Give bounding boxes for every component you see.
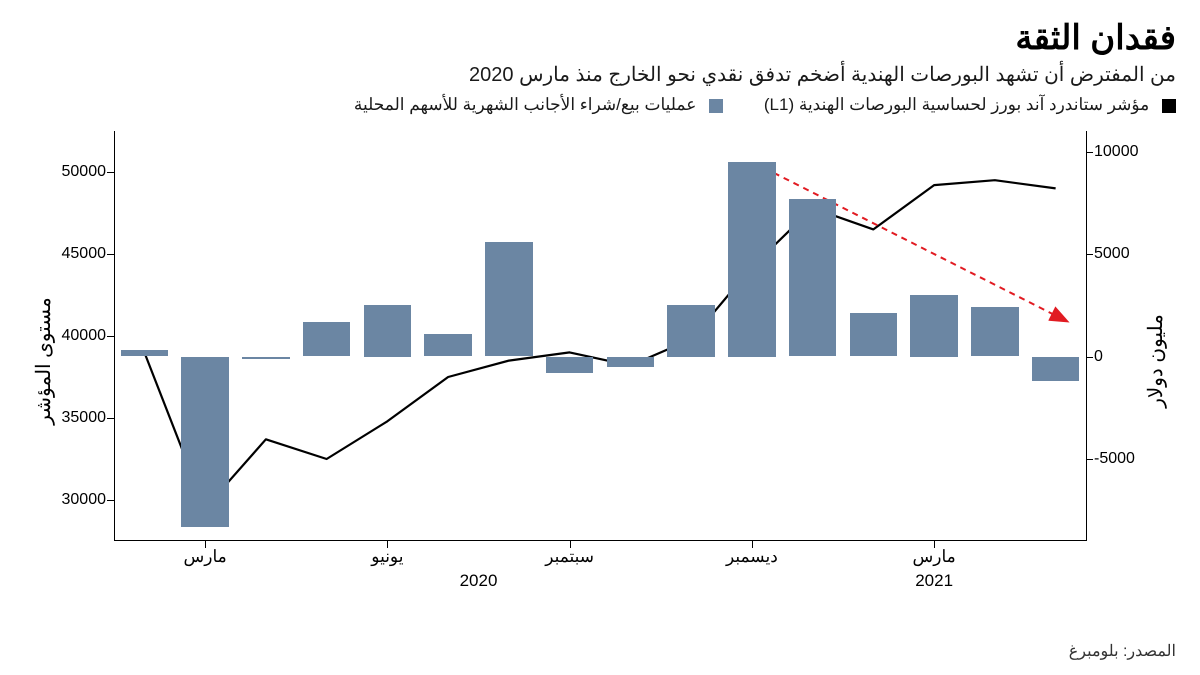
x-month-label: يونيو — [371, 547, 403, 567]
legend-line-item: مؤشر ستاندرد آند بورز لحساسية البورصات ا… — [764, 95, 1176, 115]
legend-bar-marker — [709, 99, 723, 113]
right-tick-label: 5000 — [1094, 245, 1176, 263]
bar — [364, 305, 411, 356]
chart-title: فقدان الثقة — [24, 18, 1176, 58]
right-tick-label: -5000 — [1094, 450, 1176, 468]
legend-bar-item: عمليات بيع/شراء الأجانب الشهرية للأسهم ا… — [354, 95, 723, 115]
x-year-label: 2020 — [460, 571, 498, 591]
right-tick-label: 10000 — [1094, 143, 1176, 161]
left-tick-mark — [107, 500, 114, 501]
right-tick-mark — [1086, 152, 1093, 153]
left-tick-label: 40000 — [24, 327, 106, 345]
left-tick-mark — [107, 336, 114, 337]
right-axis-line — [1086, 131, 1087, 541]
chart-legend: مؤشر ستاندرد آند بورز لحساسية البورصات ا… — [24, 95, 1176, 115]
chart-area: مستوى المؤشر مليون دولار 300003500040000… — [24, 121, 1176, 601]
right-tick-label: 0 — [1094, 348, 1176, 366]
chart-source: المصدر: بلومبرغ — [1069, 641, 1176, 661]
left-tick-label: 30000 — [24, 491, 106, 509]
bar — [607, 357, 654, 367]
legend-line-marker — [1162, 99, 1176, 113]
x-month-label: مارس — [913, 547, 956, 567]
bar — [728, 162, 775, 357]
x-year-label: 2021 — [915, 571, 953, 591]
x-month-label: سبتمبر — [545, 547, 594, 567]
chart-subtitle: من المفترض أن تشهد البورصات الهندية أضخم… — [24, 62, 1176, 87]
bar — [546, 357, 593, 373]
right-axis-ticks: -5000 0 5000 10000 — [1094, 131, 1176, 541]
left-tick-label: 45000 — [24, 245, 106, 263]
left-axis-ticks: 30000 35000 40000 45000 50000 — [24, 131, 106, 541]
bar — [485, 242, 532, 357]
left-tick-mark — [107, 172, 114, 173]
bar — [910, 295, 957, 357]
bar — [303, 322, 350, 357]
bar — [850, 313, 897, 356]
x-month-label: ديسمبر — [726, 547, 778, 567]
left-tick-label: 35000 — [24, 409, 106, 427]
legend-bar-label: عمليات بيع/شراء الأجانب الشهرية للأسهم ا… — [354, 95, 696, 114]
bar — [789, 199, 836, 357]
bar — [1032, 357, 1079, 382]
right-tick-mark — [1086, 254, 1093, 255]
bar — [242, 357, 289, 359]
x-month-label: مارس — [184, 547, 227, 567]
plot-region — [114, 131, 1086, 541]
right-tick-mark — [1086, 459, 1093, 460]
bar — [121, 350, 168, 356]
legend-line-label: مؤشر ستاندرد آند بورز لحساسية البورصات ا… — [764, 95, 1149, 114]
right-tick-mark — [1086, 357, 1093, 358]
bar — [971, 307, 1018, 356]
left-tick-mark — [107, 418, 114, 419]
left-tick-mark — [107, 254, 114, 255]
bar — [667, 305, 714, 356]
bar — [181, 357, 228, 527]
bar — [424, 334, 471, 357]
left-tick-label: 50000 — [24, 163, 106, 181]
